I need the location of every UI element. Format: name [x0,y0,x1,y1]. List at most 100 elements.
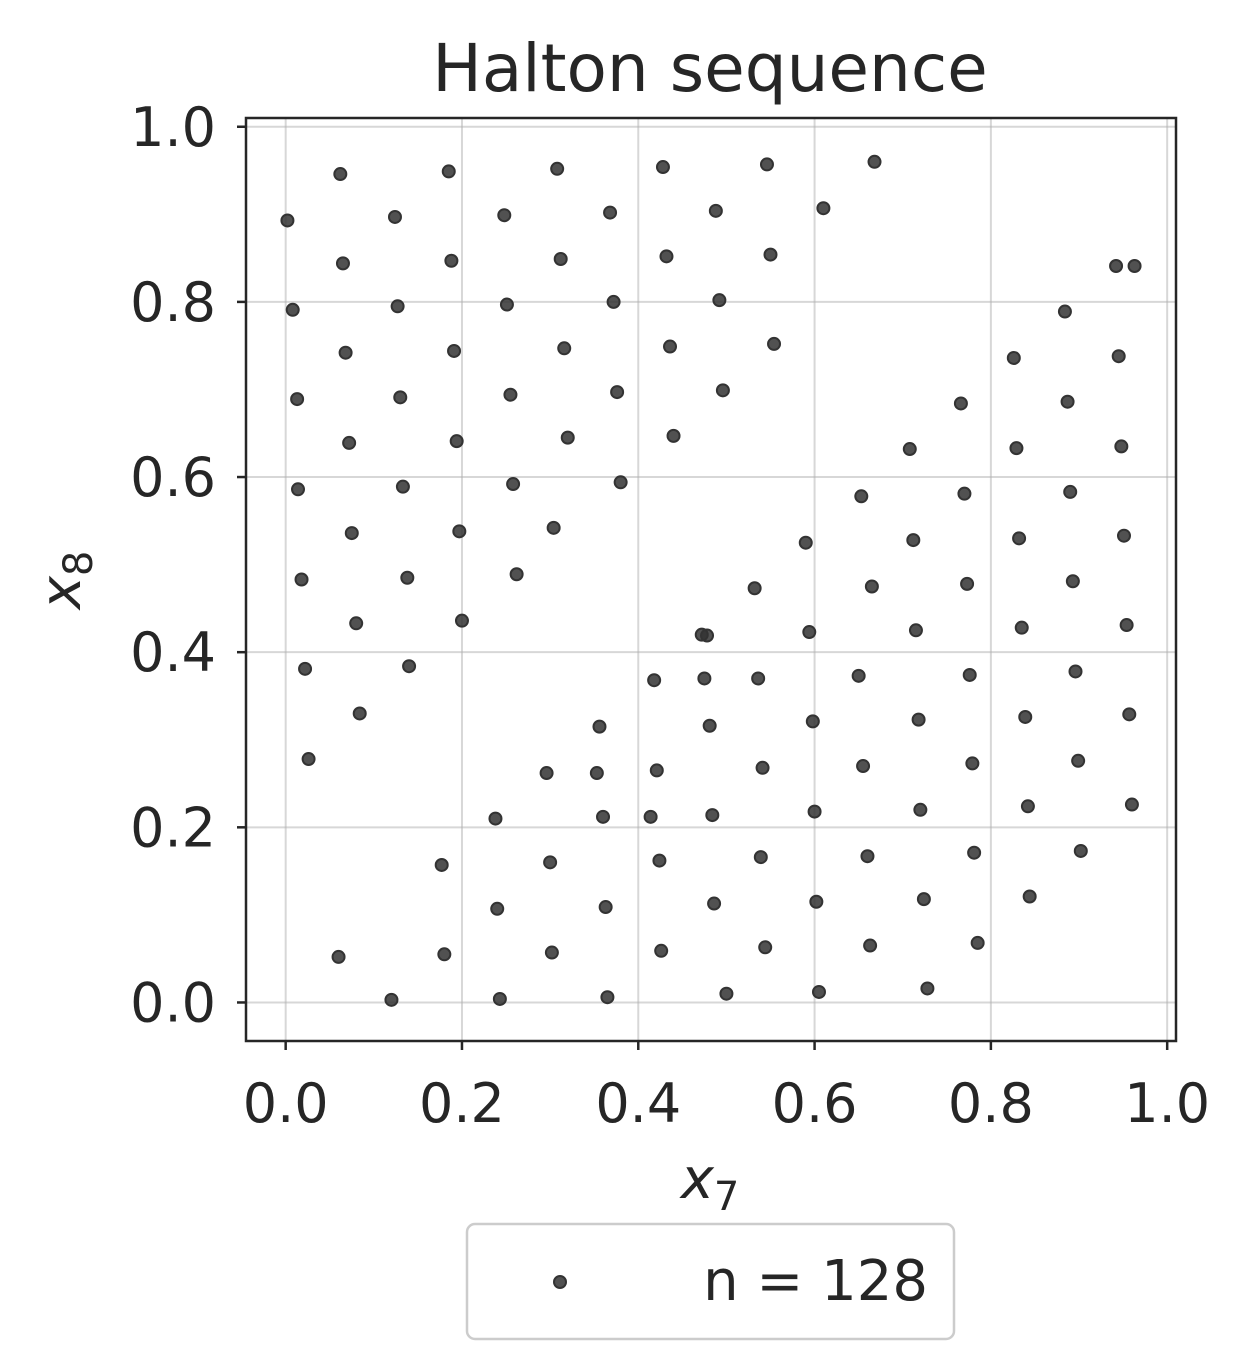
data-point [499,297,514,312]
data-point [1124,797,1139,812]
data-point [906,533,921,548]
data-point [543,855,558,870]
data-point [867,154,882,169]
data-point [441,164,456,179]
data-point [1057,304,1072,319]
data-point [1006,350,1021,365]
data-point [509,567,524,582]
data-point [1060,394,1075,409]
data-point [647,673,662,688]
data-point [816,201,831,216]
data-point [1071,753,1086,768]
data-point [809,894,824,909]
data-point [1022,889,1037,904]
data-point [643,809,658,824]
chart-title: Halton sequence [432,30,988,107]
data-point [962,667,977,682]
data-point [506,477,521,492]
data-point [753,850,768,865]
data-point [1111,349,1126,364]
data-point [719,986,734,1001]
y-axis-ticks: 0.0 0.2 0.4 0.6 0.8 1.0 [130,96,246,1034]
data-point [603,205,618,220]
data-point [294,572,309,587]
data-point [864,579,879,594]
data-point [805,714,820,729]
data-point [488,811,503,826]
data-point [550,161,565,176]
data-point [715,383,730,398]
data-point [285,302,300,317]
data-point [437,947,452,962]
data-point [596,809,611,824]
data-point [606,294,621,309]
data-point [811,984,826,999]
data-point [452,524,467,539]
data-point [712,293,727,308]
data-point [349,616,364,631]
x-tick-label: 1.0 [1124,1072,1210,1135]
data-point [338,345,353,360]
data-point [802,625,817,640]
data-point [911,712,926,727]
data-point [856,759,871,774]
data-point [1065,574,1080,589]
data-point [344,526,359,541]
x-axis-ticks: 0.0 0.2 0.4 0.6 0.8 1.0 [243,1041,1210,1135]
data-point [751,671,766,686]
data-point [652,853,667,868]
data-point [913,802,928,817]
y-tick-label: 0.4 [130,621,216,684]
data-point [1127,258,1142,273]
data-point [965,756,980,771]
data-point [539,766,554,781]
data-point [649,763,664,778]
y-axis-label: x8 [29,551,102,612]
x-tick-label: 0.2 [419,1072,505,1135]
data-point [708,203,723,218]
data-point [600,990,615,1005]
data-point [503,387,518,402]
data-point [1073,843,1088,858]
data-point [1020,799,1035,814]
data-point [1114,439,1129,454]
data-point [352,706,367,721]
y-tick-label: 0.2 [130,796,216,859]
data-point [544,945,559,960]
data-point [1018,709,1033,724]
data-point [598,900,613,915]
data-point [390,299,405,314]
data-point [970,935,985,950]
data-point [759,157,774,172]
x-tick-label: 0.6 [772,1072,858,1135]
data-point [342,435,357,450]
data-point [747,581,762,596]
y-tick-label: 1.0 [130,96,216,159]
legend-box [465,1222,956,1341]
data-point [1014,620,1029,635]
data-point [1068,664,1083,679]
plot-frame [244,116,1178,1043]
data-point [953,396,968,411]
x-tick-label: 0.4 [595,1072,681,1135]
data-point [301,752,316,767]
data-point [1063,484,1078,499]
data-point [1109,258,1124,273]
data-point [298,661,313,676]
data-point [1116,528,1131,543]
data-points [280,154,1142,1007]
data-point [920,981,935,996]
data-point [546,520,561,535]
data-point [700,628,715,643]
data-point [960,576,975,591]
data-point [492,991,507,1006]
data-point [434,857,449,872]
y-tick-label: 0.6 [130,446,216,509]
data-point [613,475,628,490]
y-tick-label: 0.0 [130,971,216,1034]
data-point [557,341,572,356]
data-point [444,253,459,268]
data-point [758,940,773,955]
data-point [697,671,712,686]
